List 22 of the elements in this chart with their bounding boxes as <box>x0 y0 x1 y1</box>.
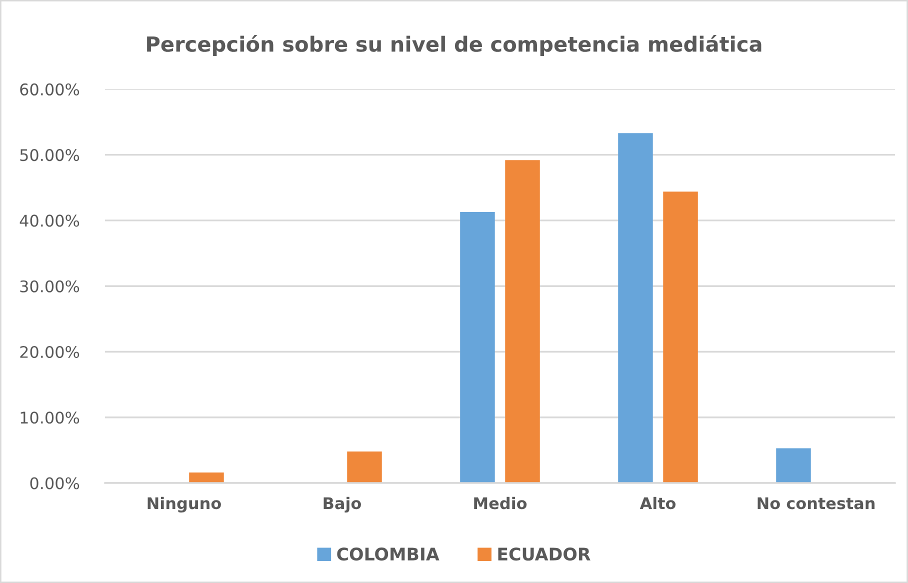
y-tick-label: 50.00% <box>20 149 80 162</box>
x-tick-label: No contestan <box>758 497 874 510</box>
x-tick-label: Medio <box>474 496 527 510</box>
bar <box>460 212 495 484</box>
x-tick-label: Alto <box>640 496 676 510</box>
y-tick-label: 20.00% <box>20 346 80 358</box>
x-tick-label: Bajo <box>324 496 361 512</box>
bar <box>505 160 540 484</box>
y-tick-label: 40.00% <box>20 214 80 227</box>
chart-title: Percepción sobre su nivel de competencia mediática <box>147 34 762 56</box>
bar <box>776 448 811 484</box>
y-tick-label: 60.00% <box>20 83 80 96</box>
x-tick-label: Ninguno <box>148 496 221 512</box>
bar <box>663 192 698 484</box>
bar <box>618 133 653 484</box>
bar <box>347 452 382 484</box>
legend-label: ECUADOR <box>498 548 590 561</box>
y-tick-label: 10.00% <box>20 412 80 424</box>
y-tick-label: 0.00% <box>30 477 80 490</box>
y-tick-label: 30.00% <box>20 280 80 292</box>
legend-label: COLOMBIA <box>337 548 440 561</box>
bar <box>189 472 224 484</box>
